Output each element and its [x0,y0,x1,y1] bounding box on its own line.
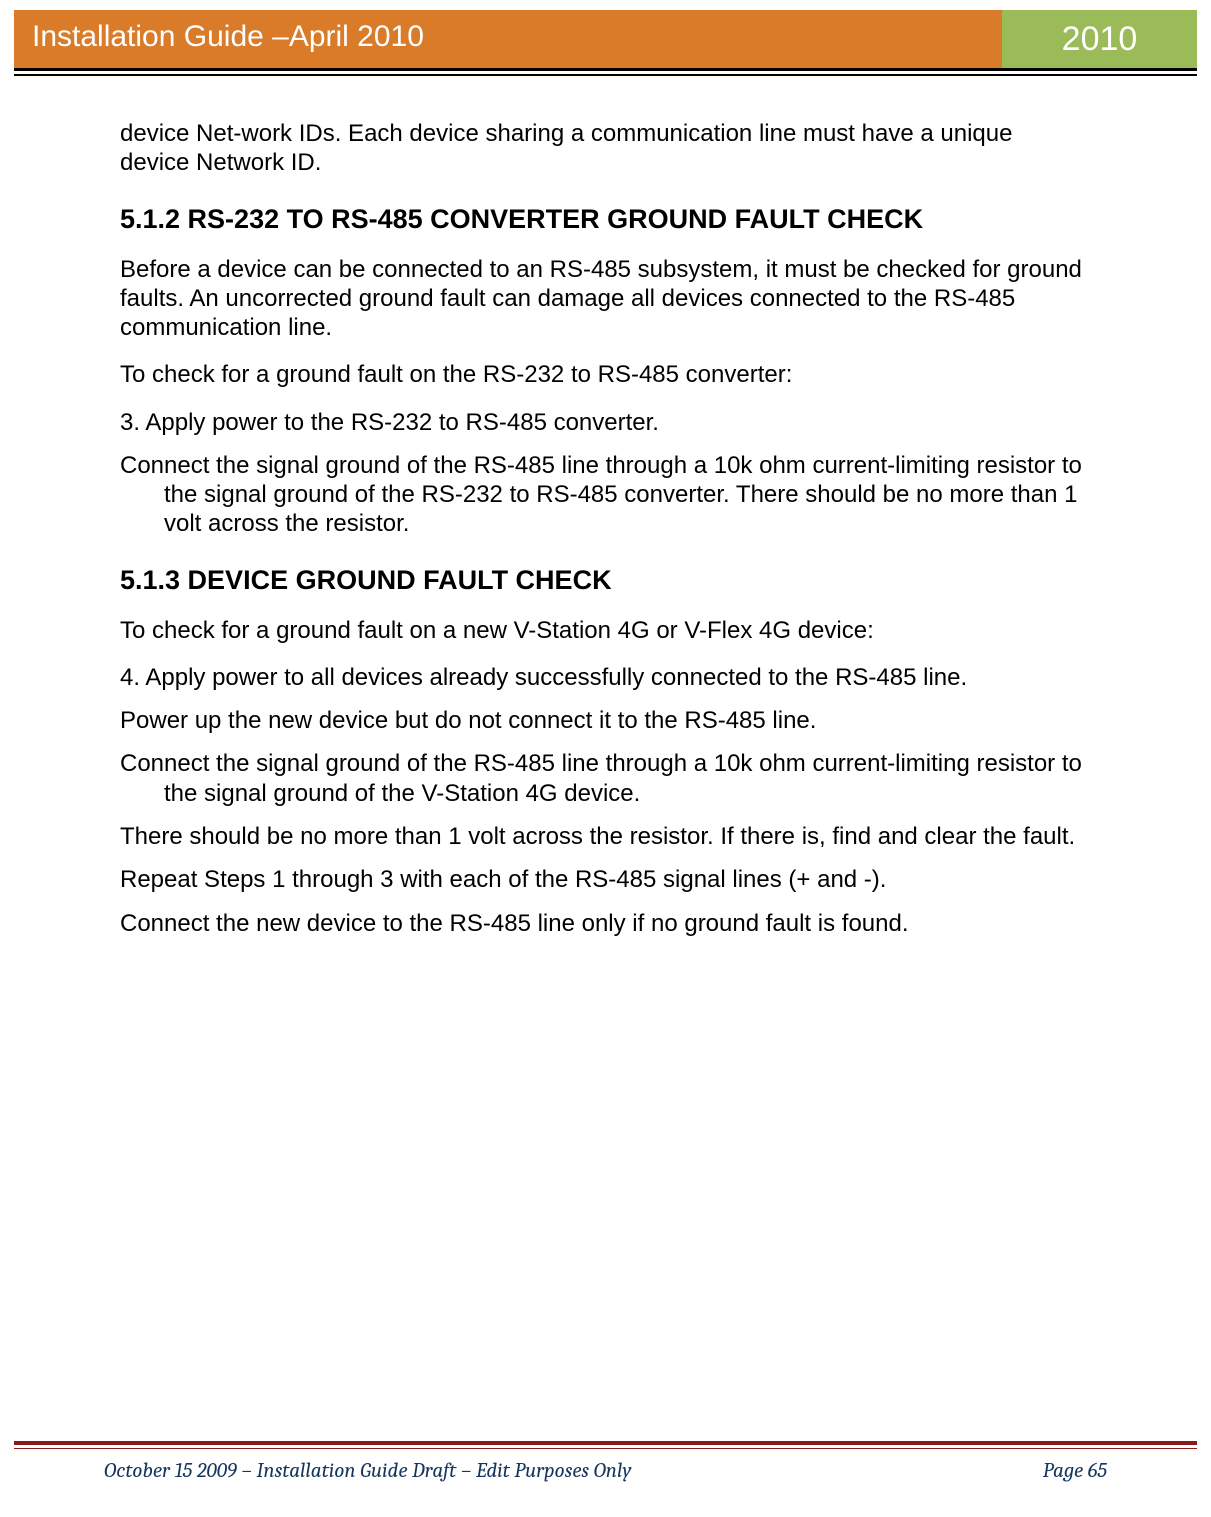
header-title-left: Installation Guide –April 2010 [14,10,1002,68]
footer: October 15 2009 – Installation Guide Dra… [14,1441,1197,1483]
header-bar: Installation Guide –April 2010 2010 [14,10,1197,71]
footer-rule-thick [14,1441,1197,1445]
s512-p3: Connect the signal ground of the RS-485 … [120,451,1087,539]
s513-p2: Power up the new device but do not conne… [120,706,1087,735]
content-area: device Net-work IDs. Each device sharing… [14,71,1197,938]
footer-right-text: Page 65 [1043,1459,1107,1483]
s513-p3: Connect the signal ground of the RS-485 … [120,749,1087,808]
s513-step-4: 4. Apply power to all devices already su… [120,663,1087,692]
s513-p6: Connect the new device to the RS-485 lin… [120,909,1087,938]
footer-text-row: October 15 2009 – Installation Guide Dra… [14,1459,1197,1483]
s513-p5: Repeat Steps 1 through 3 with each of th… [120,865,1087,894]
section-513-heading: 5.1.3 DEVICE GROUND FAULT CHECK [120,565,1087,596]
header-year-right: 2010 [1002,10,1197,68]
s513-p4: There should be no more than 1 volt acro… [120,822,1087,851]
s513-p1: To check for a ground fault on a new V-S… [120,616,1087,645]
s512-p1: Before a device can be connected to an R… [120,255,1087,343]
intro-paragraph: device Net-work IDs. Each device sharing… [120,119,1087,178]
page: Installation Guide –April 2010 2010 devi… [0,0,1211,1517]
footer-rule-thin [14,1448,1197,1449]
section-512-heading: 5.1.2 RS-232 TO RS-485 CONVERTER GROUND … [120,204,1087,235]
s512-step-3: 3. Apply power to the RS-232 to RS-485 c… [120,408,1087,437]
footer-left-text: October 15 2009 – Installation Guide Dra… [104,1459,631,1483]
s512-p2: To check for a ground fault on the RS-23… [120,360,1087,389]
